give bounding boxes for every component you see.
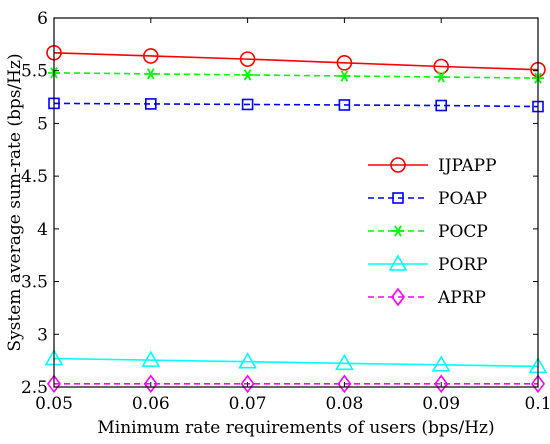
series-ijpapp — [46, 44, 546, 78]
legend-label: POAP — [438, 189, 487, 209]
legend-box — [362, 147, 530, 318]
x-tick-label: 0.09 — [422, 394, 460, 414]
ticks-layer: 0.05 0.06 0.07 0.08 0.09 0.1 2.5 3 3.5 4 4.5 5 5.5 6 — [21, 9, 550, 414]
data-point — [238, 352, 257, 369]
series-line — [53, 72, 539, 79]
y-tick-label: 3 — [37, 325, 48, 345]
data-point — [435, 99, 448, 112]
series-line — [53, 51, 539, 71]
data-point — [239, 51, 256, 67]
legend-item: PORP — [368, 254, 488, 275]
legend-label: PORP — [438, 255, 488, 275]
data-point — [241, 98, 254, 111]
x-tick-label: 0.1 — [524, 394, 550, 414]
x-tick-label: 0.05 — [35, 394, 73, 414]
legend-item: APRP — [368, 287, 486, 308]
x-axis-title: Minimum rate requirements of users (bps/… — [97, 418, 494, 438]
legend-item: POAP — [368, 189, 487, 209]
data-point — [435, 71, 448, 83]
y-axis-title: System average sum-rate (bps/Hz) — [5, 53, 25, 351]
asterisk-stroke — [147, 68, 155, 80]
data-point — [141, 350, 161, 367]
legend-marker — [392, 225, 404, 237]
series-aprp — [47, 374, 545, 394]
legend-label: IJPAPP — [438, 156, 497, 176]
plot-frame — [53, 17, 539, 388]
series-poap — [48, 97, 544, 113]
legend-label: POCP — [438, 222, 488, 242]
legend: IJPAPP POAP POCP PORP APRP — [362, 147, 530, 318]
legend-marker — [390, 157, 406, 173]
y-tick-label: 2.5 — [21, 378, 48, 398]
data-point — [144, 68, 157, 80]
data-point — [433, 58, 450, 75]
data-point — [337, 374, 352, 394]
legend-label: APRP — [437, 288, 486, 308]
series-line — [53, 357, 539, 368]
legend-marker — [392, 192, 404, 204]
data-point — [335, 353, 354, 371]
series-porp — [44, 348, 548, 374]
data-point — [338, 99, 351, 111]
x-tick-label: 0.07 — [229, 394, 267, 414]
data-point — [431, 355, 451, 372]
data-point — [47, 374, 61, 394]
data-point — [143, 48, 159, 64]
legend-marker — [391, 287, 405, 307]
data-point — [145, 98, 157, 110]
data-point — [336, 55, 353, 71]
series-line — [53, 102, 539, 108]
asterisk-stroke — [394, 225, 402, 237]
asterisk-stroke — [243, 69, 252, 81]
x-tick-label: 0.06 — [132, 394, 170, 414]
asterisk-stroke — [437, 71, 445, 83]
y-tick-label: 5.5 — [21, 62, 48, 82]
series-layer — [44, 44, 548, 394]
data-point — [143, 374, 158, 394]
series-pocp — [48, 67, 544, 84]
data-point — [240, 374, 255, 394]
data-point — [338, 70, 351, 82]
data-point — [241, 69, 254, 81]
data-point — [531, 374, 545, 394]
y-tick-label: 3.5 — [21, 273, 48, 293]
x-tick-label: 0.08 — [325, 394, 363, 414]
legend-marker — [388, 254, 408, 271]
y-tick-label: 4 — [37, 220, 48, 240]
data-point — [434, 374, 449, 394]
legend-item: POCP — [368, 222, 488, 242]
y-tick-label: 5 — [37, 114, 48, 134]
asterisk-stroke — [340, 70, 349, 82]
y-tick-label: 4.5 — [21, 167, 48, 187]
y-tick-label: 6 — [37, 9, 48, 29]
legend-item: IJPAPP — [368, 156, 497, 176]
